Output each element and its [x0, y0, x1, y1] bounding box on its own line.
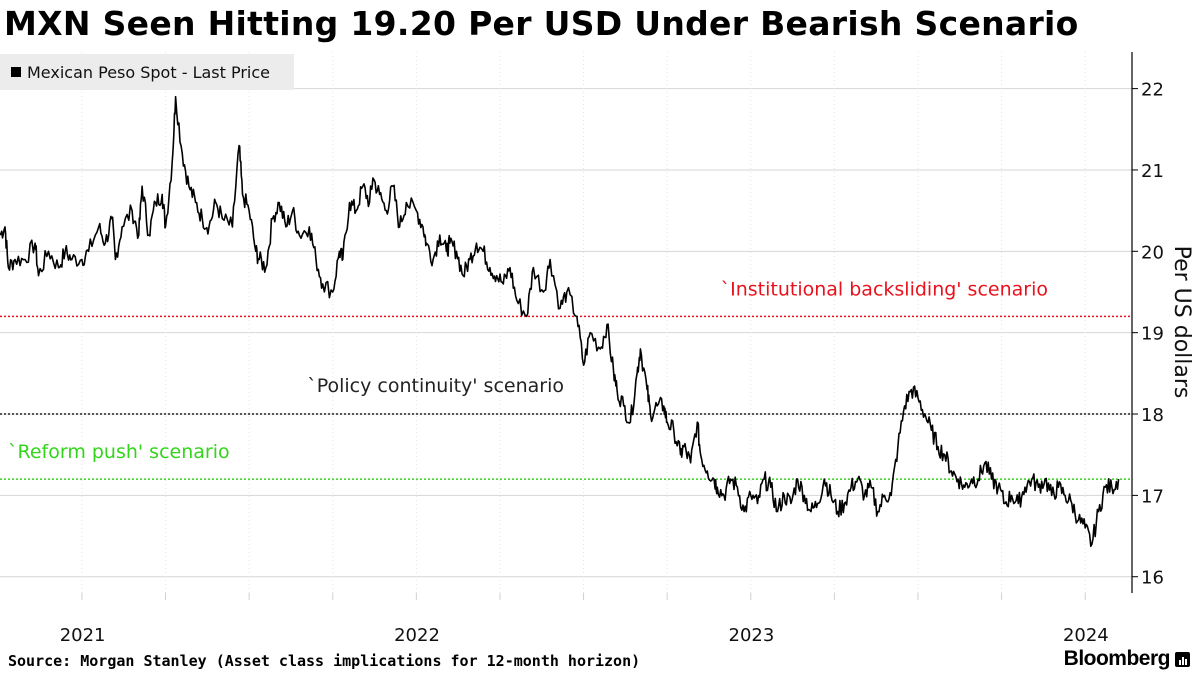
x-tick-label: 2024 — [1063, 625, 1109, 646]
y-tick-label: 19 — [1141, 324, 1164, 345]
chart-title: MXN Seen Hitting 19.20 Per USD Under Bea… — [4, 4, 1079, 43]
x-tick-label: 2021 — [60, 625, 106, 646]
x-tick-label: 2022 — [394, 625, 440, 646]
legend-label: Mexican Peso Spot - Last Price — [27, 62, 271, 82]
y-tick-label: 21 — [1141, 161, 1164, 182]
bloomberg-mark-icon — [1175, 651, 1190, 667]
y-axis-title: Per US dollars — [1169, 246, 1194, 399]
price-series — [0, 95, 1120, 548]
y-tick-label: 22 — [1141, 80, 1164, 101]
source-note: Source: Morgan Stanley (Asset class impl… — [8, 652, 641, 670]
scenario-label: `Policy continuity' scenario — [307, 375, 564, 397]
y-tick-label: 18 — [1141, 405, 1164, 426]
bloomberg-logo: Bloomberg — [1064, 647, 1190, 671]
scenario-label: `Reform push' scenario — [8, 441, 230, 463]
scenario-lines: `Institutional backsliding' scenario `Pol… — [0, 278, 1132, 480]
gridlines — [0, 52, 1132, 593]
y-tick-label: 17 — [1141, 486, 1164, 507]
scenario-label: `Institutional backsliding' scenario — [721, 278, 1048, 300]
series-line-mexican-peso-spot — [0, 95, 1120, 548]
legend: Mexican Peso Spot - Last Price — [0, 54, 294, 90]
y-tick-label: 20 — [1141, 242, 1164, 263]
x-tick-label: 2023 — [729, 625, 775, 646]
legend-swatch — [11, 67, 21, 77]
y-tick-label: 16 — [1141, 568, 1164, 589]
brand-name: Bloomberg — [1063, 647, 1171, 670]
